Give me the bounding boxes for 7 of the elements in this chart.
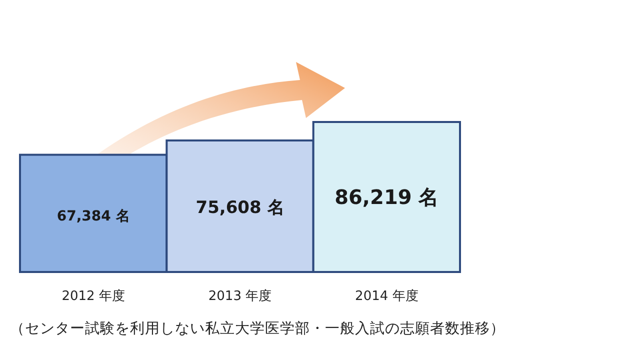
x-tick-label: 2013 年度 (208, 288, 272, 304)
x-tick-label: 2012 年度 (62, 288, 125, 304)
text: （センター試験を利用しない私立大学医学部・一般入試の志願者数推移） (10, 320, 505, 337)
data-label: 67,384 名 (56, 208, 130, 224)
data-label: 75,608 名 (196, 198, 284, 218)
data-label: 86,219 名 (334, 185, 439, 209)
x-tick-label: 2014 年度 (355, 288, 418, 304)
